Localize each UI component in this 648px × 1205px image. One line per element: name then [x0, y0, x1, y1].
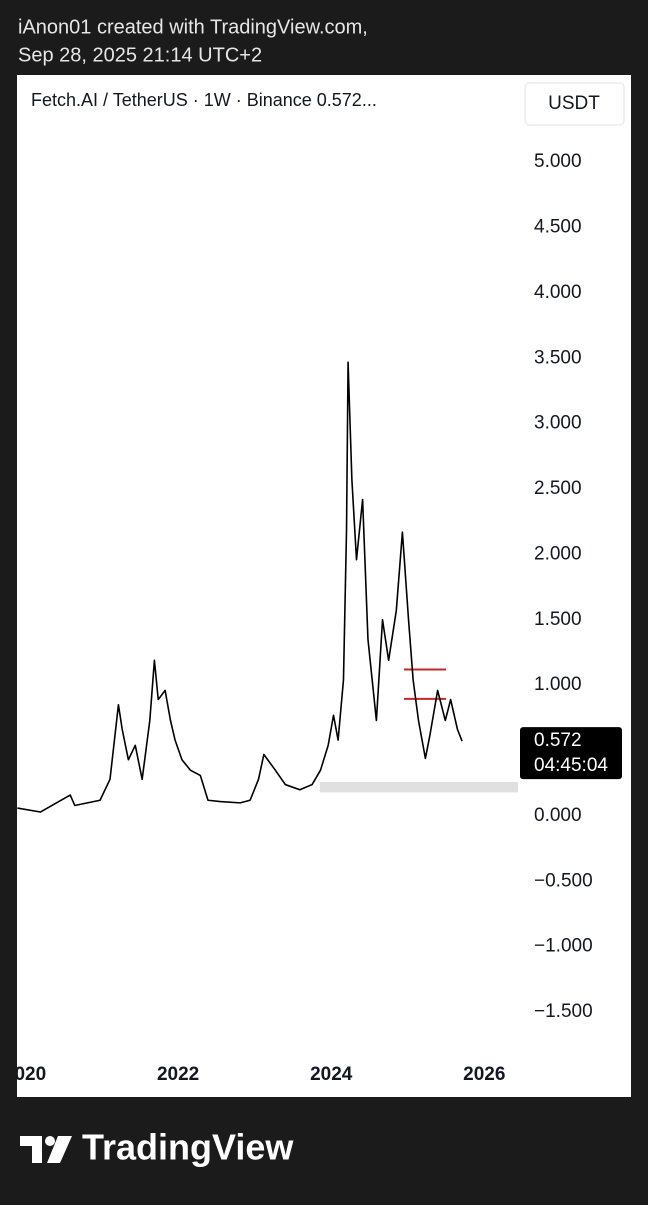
support-zone — [319, 781, 518, 793]
y-tick-label: 4.500 — [534, 217, 582, 238]
header-line: Sep 28, 2025 21:14 UTC+2 — [18, 44, 262, 66]
y-tick-label: 2.000 — [534, 543, 582, 564]
y-tick-label: 3.000 — [534, 413, 582, 434]
price-line — [17, 361, 463, 813]
price-axis: 5.000 4.500 4.000 3.500 3.000 2.500 2.000 1.500… — [534, 151, 593, 1022]
header-line: iAnon01 created with TradingView.com, — [18, 16, 368, 38]
y-tick-label: −1.000 — [534, 936, 593, 957]
y-tick-label: 1.000 — [534, 674, 582, 695]
currency-label[interactable]: USDT — [548, 93, 600, 114]
y-tick-label: −1.500 — [534, 1001, 593, 1022]
chart-title: Fetch.AI / TetherUS · 1W · Binance 0.572… — [31, 90, 377, 110]
logo-shape — [45, 1136, 55, 1146]
logo-shape — [20, 1136, 42, 1163]
brand-logo — [20, 1136, 72, 1163]
brand-name: TradingView — [82, 1127, 294, 1168]
y-tick-label: 5.000 — [534, 151, 582, 172]
y-tick-label: 4.000 — [534, 282, 582, 303]
chart-panel — [17, 75, 631, 1097]
y-tick-label: 2.500 — [534, 478, 582, 499]
last-price-label: 0.572 — [534, 730, 582, 751]
x-tick-label: 2026 — [463, 1064, 505, 1085]
logo-shape — [47, 1136, 72, 1163]
y-tick-label: −0.500 — [534, 870, 593, 891]
y-tick-label: 0.000 — [534, 805, 582, 826]
x-tick-label: 2020 — [4, 1064, 46, 1085]
last-price-box — [520, 727, 622, 780]
x-tick-label: 2022 — [157, 1064, 199, 1085]
countdown-label: 04:45:04 — [534, 755, 608, 776]
currency-button[interactable] — [524, 82, 625, 126]
y-tick-label: 1.500 — [534, 609, 582, 630]
plot-area: 2020 2022 2024 2026 — [4, 361, 518, 1085]
y-tick-label: 3.500 — [534, 347, 582, 368]
x-tick-label: 2024 — [310, 1064, 353, 1085]
